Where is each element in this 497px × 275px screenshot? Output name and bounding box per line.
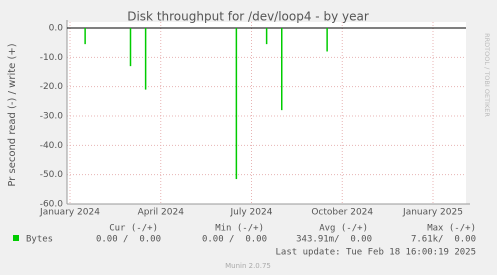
legend-name: Bytes: [26, 235, 53, 245]
last-update: Last update: Tue Feb 18 16:00:19 2025: [276, 248, 476, 258]
legend-header: Avg (-/+): [319, 224, 368, 234]
legend-value: 7.61k/ 0.00: [411, 235, 476, 245]
x-tick-label: July 2024: [230, 208, 273, 218]
bar: [144, 28, 147, 90]
y-axis-label: Pr second read (-) / write (+): [7, 43, 18, 186]
bar: [84, 28, 86, 45]
x-tick-label: October 2024: [311, 208, 373, 218]
y-tick-label: -30.0: [40, 112, 64, 122]
legend-value: 343.91m/ 0.00: [296, 235, 372, 245]
bar: [235, 28, 238, 180]
bar: [326, 28, 328, 52]
legend-header: Cur (-/+): [109, 224, 158, 234]
y-tick-label: 0.0: [49, 24, 64, 34]
legend-value: 0.00 / 0.00: [202, 235, 267, 245]
x-tick-label: January 2025: [402, 208, 463, 218]
legend-header: Min (-/+): [215, 224, 264, 234]
footer: Munin 2.0.75: [225, 262, 271, 270]
y-tick-label: -40.0: [40, 141, 64, 151]
x-tick-label: January 2024: [39, 208, 100, 218]
bar: [281, 28, 283, 111]
bar: [129, 28, 132, 67]
y-tick-label: -20.0: [40, 82, 64, 92]
legend-value: 0.00 / 0.00: [96, 235, 161, 245]
side-text: RRDTOOL / TOBI OETIKER: [483, 33, 491, 117]
bar: [265, 28, 268, 45]
plot-area: [67, 22, 466, 204]
y-tick-label: -60.0: [40, 200, 64, 210]
x-tick-label: April 2024: [138, 208, 185, 218]
chart-title: Disk throughput for /dev/loop4 - by year: [127, 10, 369, 24]
legend-header: Max (-/+): [427, 224, 476, 234]
y-tick-label: -10.0: [40, 53, 64, 63]
legend-swatch: [13, 235, 19, 241]
y-tick-label: -50.0: [40, 170, 64, 180]
